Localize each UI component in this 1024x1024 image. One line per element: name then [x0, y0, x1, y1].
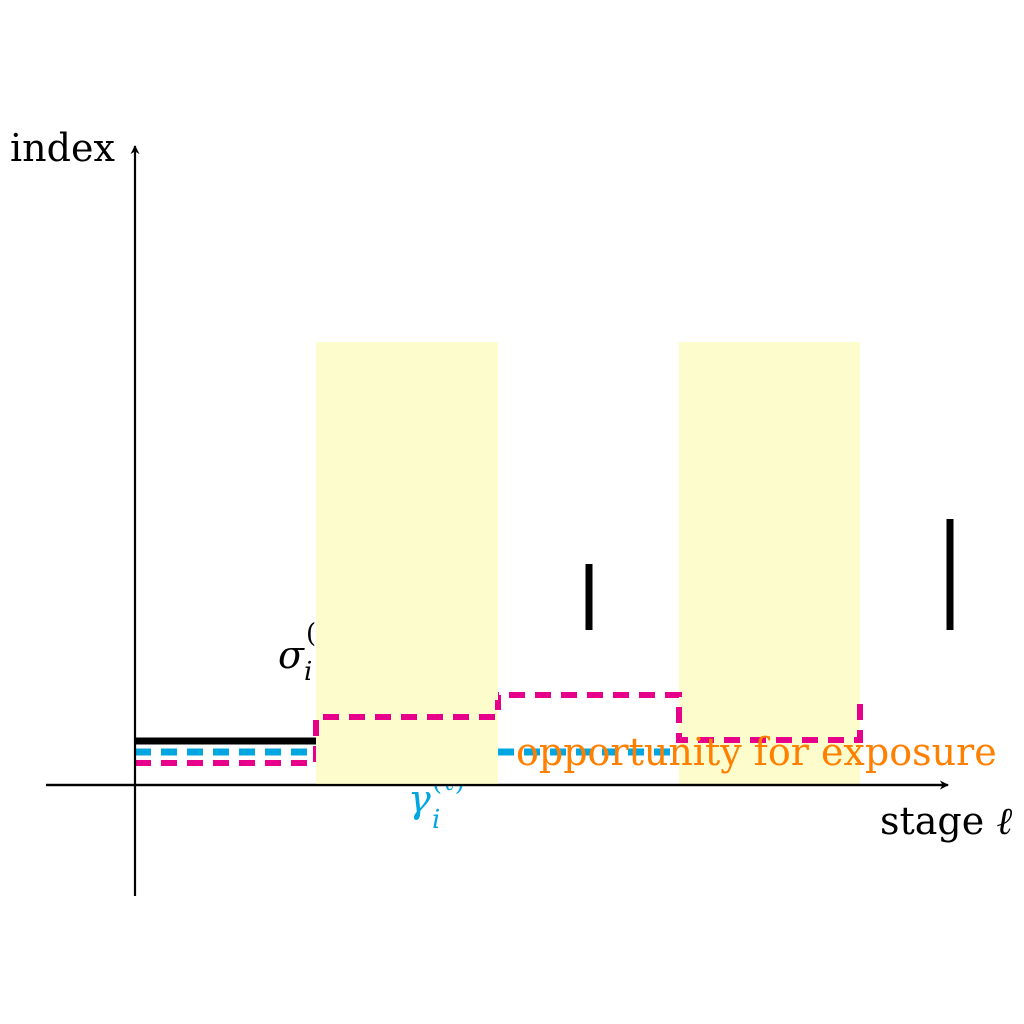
y-axis-label: index	[10, 126, 115, 170]
x-axis-label-text: stage	[880, 799, 996, 843]
x-axis-label-symbol: ℓ	[996, 799, 1012, 843]
shaded-region-1-bottom-overlay	[316, 740, 498, 785]
sigma-superscript: (	[306, 619, 316, 649]
shaded-region-1	[316, 342, 498, 785]
shaded-region-1-overlay	[316, 600, 498, 700]
x-axis-label: stage ℓ	[880, 799, 1012, 843]
gamma-subscript: i	[432, 805, 440, 835]
sigma-symbol: σ	[278, 633, 305, 677]
sigma-subscript: i	[304, 657, 312, 687]
annotation-opportunity: opportunity for exposure	[516, 730, 997, 774]
sigma-label: σ i (	[278, 619, 316, 687]
gamma-symbol: γ	[408, 777, 431, 821]
shaded-region-2	[679, 342, 860, 785]
